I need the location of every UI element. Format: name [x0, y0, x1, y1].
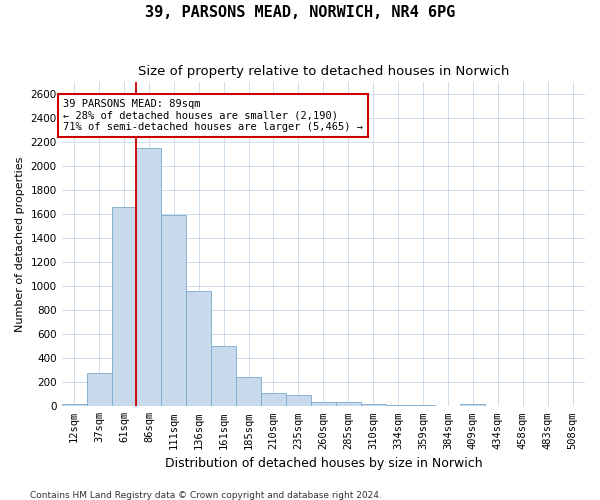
Bar: [286, 396, 311, 406]
Bar: [62, 404, 86, 406]
Title: Size of property relative to detached houses in Norwich: Size of property relative to detached ho…: [137, 65, 509, 78]
Bar: [112, 207, 136, 406]
Bar: [410, 405, 436, 406]
Bar: [336, 402, 361, 406]
Bar: [236, 377, 261, 406]
Bar: [361, 404, 386, 406]
Bar: [211, 346, 236, 406]
Text: 39, PARSONS MEAD, NORWICH, NR4 6PG: 39, PARSONS MEAD, NORWICH, NR4 6PG: [145, 5, 455, 20]
Bar: [86, 372, 112, 406]
Bar: [261, 393, 286, 406]
Bar: [386, 404, 410, 406]
Bar: [136, 148, 161, 406]
Text: Contains HM Land Registry data © Crown copyright and database right 2024.: Contains HM Land Registry data © Crown c…: [30, 490, 382, 500]
Y-axis label: Number of detached properties: Number of detached properties: [15, 156, 25, 332]
X-axis label: Distribution of detached houses by size in Norwich: Distribution of detached houses by size …: [164, 457, 482, 470]
Bar: [161, 216, 186, 406]
Bar: [460, 404, 485, 406]
Bar: [311, 402, 336, 406]
Text: 39 PARSONS MEAD: 89sqm
← 28% of detached houses are smaller (2,190)
71% of semi-: 39 PARSONS MEAD: 89sqm ← 28% of detached…: [63, 99, 363, 132]
Bar: [186, 291, 211, 406]
